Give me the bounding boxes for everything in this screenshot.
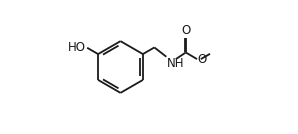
Text: HO: HO: [68, 41, 86, 54]
Text: O: O: [181, 24, 190, 37]
Text: O: O: [198, 53, 207, 66]
Text: NH: NH: [167, 57, 184, 70]
